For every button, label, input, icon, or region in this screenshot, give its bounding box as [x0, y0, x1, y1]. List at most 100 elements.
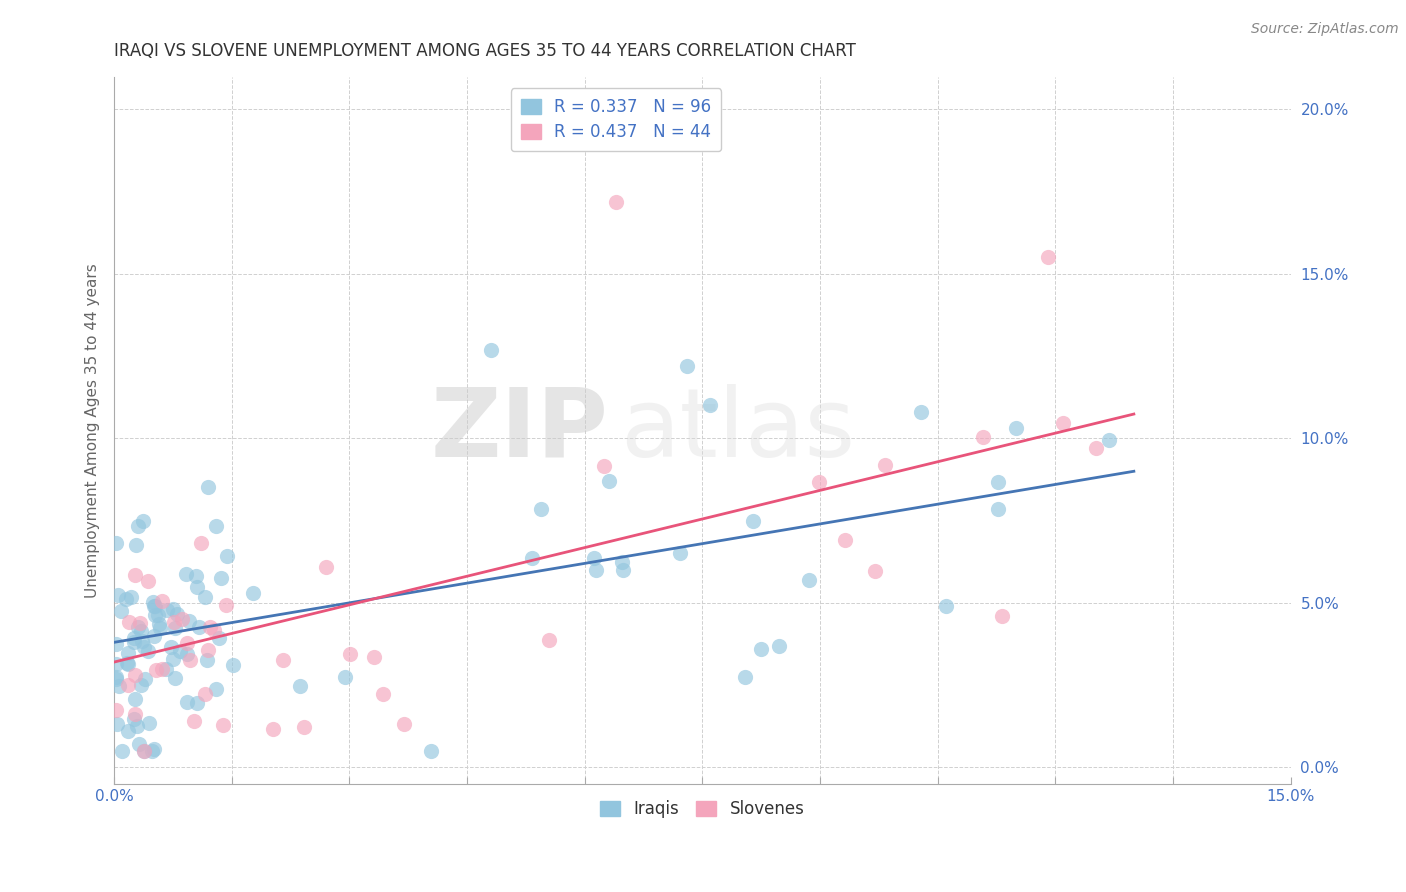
Slovenes [1085, 441, 1108, 455]
Iraqis [207, 632, 229, 646]
Slovenes [150, 662, 173, 676]
Iraqis [197, 480, 219, 494]
Text: IRAQI VS SLOVENE UNEMPLOYMENT AMONG AGES 35 TO 44 YEARS CORRELATION CHART: IRAQI VS SLOVENE UNEMPLOYMENT AMONG AGES… [114, 42, 856, 60]
Iraqis [675, 359, 697, 373]
Iraqis [124, 691, 146, 706]
Slovenes [394, 716, 416, 731]
Iraqis [124, 635, 146, 649]
Iraqis [520, 550, 543, 565]
Slovenes [136, 574, 159, 589]
Iraqis [194, 590, 217, 604]
Slovenes [991, 608, 1014, 623]
Text: atlas: atlas [620, 384, 855, 476]
Iraqis [699, 398, 721, 412]
Slovenes [197, 643, 219, 657]
Slovenes [292, 720, 315, 734]
Iraqis [188, 620, 211, 634]
Iraqis [176, 696, 198, 710]
Iraqis [162, 652, 184, 666]
Slovenes [202, 623, 225, 637]
Iraqis [797, 573, 820, 587]
Iraqis [668, 546, 690, 560]
Iraqis [530, 502, 553, 516]
Iraqis [132, 744, 155, 758]
Iraqis [105, 717, 128, 731]
Iraqis [215, 549, 238, 563]
Iraqis [333, 670, 356, 684]
Iraqis [204, 519, 226, 533]
Iraqis [104, 657, 127, 672]
Iraqis [117, 657, 139, 671]
Iraqis [734, 670, 756, 684]
Iraqis [115, 592, 138, 607]
Slovenes [865, 564, 887, 578]
Iraqis [612, 563, 634, 577]
Slovenes [212, 717, 235, 731]
Iraqis [108, 679, 131, 693]
Slovenes [163, 615, 186, 630]
Iraqis [610, 555, 633, 569]
Slovenes [972, 430, 994, 444]
Iraqis [136, 643, 159, 657]
Slovenes [183, 714, 205, 728]
Iraqis [1098, 433, 1121, 447]
Iraqis [142, 741, 165, 756]
Iraqis [479, 343, 502, 357]
Iraqis [122, 632, 145, 646]
Iraqis [419, 744, 441, 758]
Iraqis [163, 671, 186, 685]
Iraqis [1005, 421, 1028, 435]
Iraqis [127, 519, 149, 533]
Slovenes [124, 567, 146, 582]
Iraqis [156, 603, 179, 617]
Text: ZIP: ZIP [430, 384, 609, 476]
Slovenes [807, 475, 830, 490]
Slovenes [124, 707, 146, 722]
Iraqis [585, 563, 607, 577]
Iraqis [598, 474, 620, 488]
Iraqis [176, 566, 198, 581]
Iraqis [104, 637, 127, 651]
Iraqis [129, 624, 152, 638]
Iraqis [134, 672, 156, 686]
Slovenes [271, 652, 294, 666]
Iraqis [105, 672, 128, 686]
Iraqis [749, 642, 772, 657]
Iraqis [160, 640, 183, 654]
Iraqis [179, 614, 201, 628]
Text: Source: ZipAtlas.com: Source: ZipAtlas.com [1251, 22, 1399, 37]
Slovenes [215, 598, 238, 612]
Slovenes [339, 647, 361, 661]
Iraqis [209, 571, 232, 585]
Iraqis [132, 514, 155, 528]
Slovenes [179, 653, 201, 667]
Iraqis [222, 658, 245, 673]
Iraqis [195, 653, 218, 667]
Slovenes [1036, 251, 1059, 265]
Slovenes [104, 703, 127, 717]
Slovenes [873, 458, 896, 472]
Slovenes [363, 649, 385, 664]
Iraqis [242, 585, 264, 599]
Iraqis [104, 536, 127, 550]
Iraqis [165, 621, 187, 635]
Iraqis [142, 599, 165, 614]
Iraqis [120, 590, 142, 604]
Iraqis [134, 640, 156, 655]
Iraqis [107, 588, 129, 602]
Slovenes [373, 687, 395, 701]
Slovenes [834, 533, 856, 548]
Iraqis [110, 604, 132, 618]
Iraqis [148, 621, 170, 635]
Iraqis [741, 514, 763, 528]
Iraqis [115, 657, 138, 671]
Iraqis [143, 599, 166, 614]
Iraqis [128, 737, 150, 751]
Slovenes [150, 594, 173, 608]
Iraqis [127, 719, 149, 733]
Slovenes [117, 678, 139, 692]
Legend: Iraqis, Slovenes: Iraqis, Slovenes [593, 794, 811, 825]
Slovenes [190, 536, 212, 550]
Iraqis [768, 639, 790, 653]
Iraqis [155, 662, 177, 676]
